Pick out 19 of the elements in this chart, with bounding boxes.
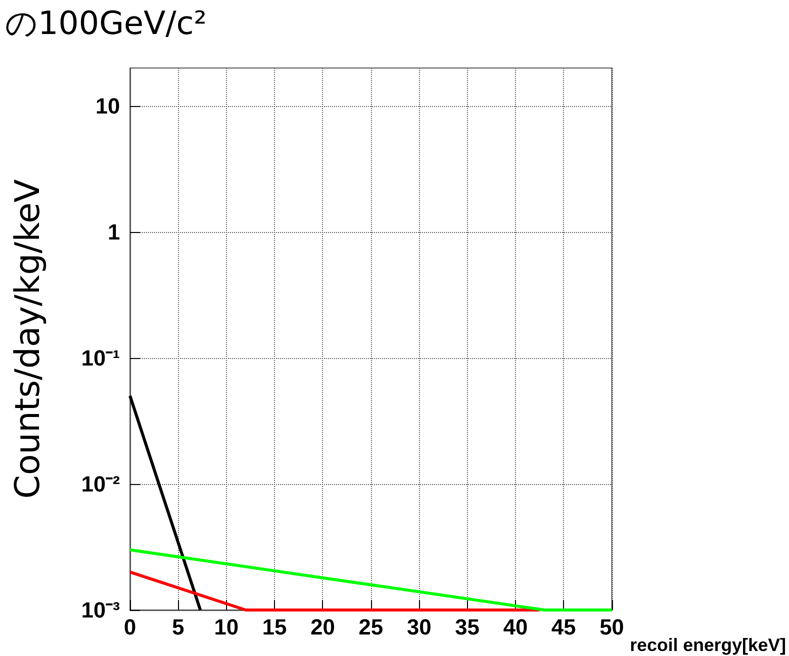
x-tick-label: 50 xyxy=(600,614,624,640)
y-tick-label: 10⁻³ xyxy=(81,598,120,622)
x-tick-label: 15 xyxy=(262,614,287,640)
x-axis-title: recoil energy[keV] xyxy=(630,635,786,655)
x-tick-label: 45 xyxy=(551,614,576,640)
x-tick-label: 35 xyxy=(455,614,480,640)
x-tick-label: 0 xyxy=(124,614,136,640)
y-tick-label: 10⁻² xyxy=(81,471,120,496)
y-tick-label: 10⁻¹ xyxy=(81,345,120,370)
y-tick-label: 10 xyxy=(96,93,120,118)
y-tick-label: 1 xyxy=(108,219,120,244)
x-tick-label: 5 xyxy=(172,614,184,640)
x-tick-label: 20 xyxy=(310,614,335,640)
x-tick-label: 30 xyxy=(406,614,432,640)
y-axis-title: Counts/day/kg/keV xyxy=(8,179,48,499)
x-tick-label: 25 xyxy=(358,614,384,640)
x-tick-label: 10 xyxy=(214,614,239,640)
x-tick-label: 40 xyxy=(503,614,528,640)
chart-title: の100GeV/c² xyxy=(5,4,207,42)
